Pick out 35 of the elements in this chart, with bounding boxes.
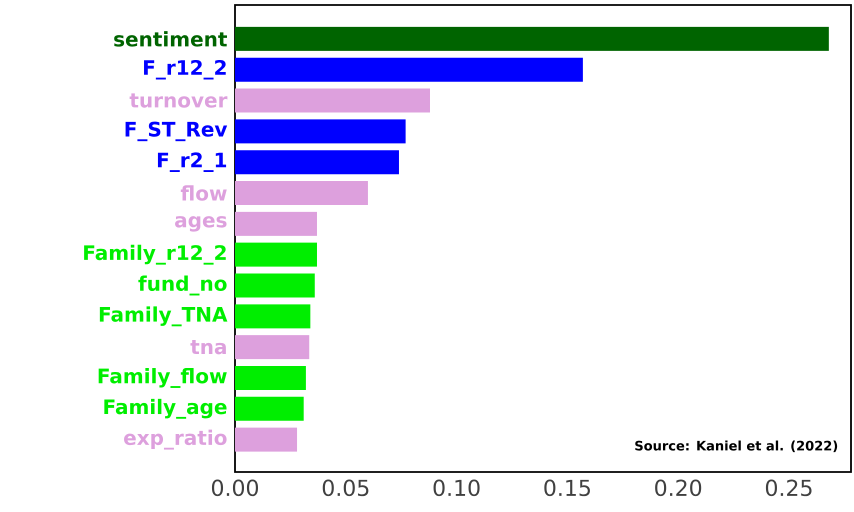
bar (235, 366, 306, 390)
x-tick-label: 0.10 (434, 480, 480, 496)
bar (235, 396, 304, 421)
y-tick-label: Family_TNA (100, 306, 228, 326)
y-tick-label: Family_flow (98, 368, 227, 388)
bar (235, 335, 310, 360)
y-tick-label: turnover (130, 93, 228, 108)
x-tick-label: 0.15 (544, 480, 590, 496)
bar (235, 150, 399, 174)
bar (235, 428, 298, 452)
bar (235, 88, 430, 113)
y-tick-label: ages (175, 216, 227, 232)
y-tick-label: fund_no (138, 276, 227, 296)
bar (235, 212, 317, 236)
y-tick-label: sentiment (114, 31, 227, 47)
y-tick-label: exp_ratio (124, 430, 227, 450)
y-tick-label: flow (180, 185, 227, 201)
y-tick-label: Family_r12_2 (84, 244, 226, 265)
y-tick-label: F_r2_1 (158, 152, 226, 172)
y-tick-label: F_r12_2 (144, 60, 226, 80)
bar (235, 274, 315, 298)
bar (235, 304, 310, 328)
y-tick-label: F_ST_Rev (126, 122, 228, 142)
x-tick-label: 0.20 (655, 480, 702, 496)
y-tick-label: Family_age (104, 398, 227, 419)
bar (235, 181, 368, 206)
x-tick-label: 0.00 (212, 480, 258, 496)
x-tick-label: 0.05 (322, 480, 368, 496)
bar (235, 119, 406, 144)
x-tick-label: 0.25 (766, 480, 812, 496)
y-tick-label: tna (190, 340, 226, 354)
bar (235, 58, 583, 82)
bar (235, 26, 829, 51)
bar (235, 242, 317, 267)
annotation: Source: Kaniel et al. (2022) (635, 440, 838, 452)
